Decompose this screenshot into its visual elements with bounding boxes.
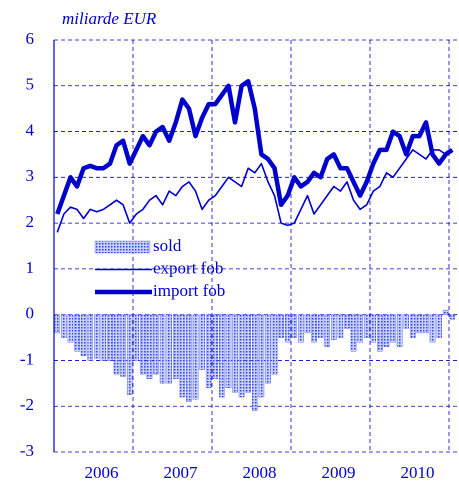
y-tick-label: 0 bbox=[26, 304, 35, 323]
bar bbox=[423, 314, 429, 334]
bar bbox=[278, 314, 284, 338]
bar bbox=[126, 314, 133, 395]
bar bbox=[304, 314, 311, 334]
bar bbox=[232, 314, 238, 393]
bar bbox=[54, 314, 61, 334]
y-tick-label: -3 bbox=[20, 441, 34, 460]
bar bbox=[449, 314, 456, 320]
x-tick-label: 2007 bbox=[164, 463, 199, 482]
y-tick-label: 3 bbox=[26, 166, 35, 185]
x-tick-label: 2006 bbox=[85, 463, 119, 482]
bar bbox=[363, 314, 370, 338]
bar bbox=[80, 314, 87, 357]
bar bbox=[284, 314, 291, 343]
bar bbox=[205, 314, 212, 389]
bar bbox=[245, 314, 251, 393]
y-tick-label: 2 bbox=[26, 212, 35, 231]
legend-label: import fob bbox=[153, 281, 225, 300]
bar bbox=[67, 314, 74, 343]
bar bbox=[120, 314, 126, 377]
bar bbox=[377, 314, 383, 352]
bar bbox=[61, 314, 67, 338]
bar bbox=[331, 314, 337, 340]
bar bbox=[153, 314, 159, 375]
x-tick-label: 2008 bbox=[243, 463, 277, 482]
bar bbox=[429, 314, 436, 343]
bar bbox=[107, 314, 113, 361]
x-tick-label: 2010 bbox=[401, 463, 435, 482]
bar bbox=[350, 314, 357, 352]
legend-label: sold bbox=[153, 236, 182, 255]
bar bbox=[390, 314, 396, 343]
bar bbox=[258, 314, 265, 398]
bar bbox=[140, 314, 146, 375]
bar bbox=[186, 314, 192, 402]
bar bbox=[133, 314, 140, 361]
bar bbox=[146, 314, 153, 379]
y-tick-label: 1 bbox=[26, 258, 35, 277]
bar bbox=[74, 314, 80, 352]
bar bbox=[383, 314, 390, 347]
y-tick-label: -2 bbox=[20, 395, 34, 414]
bar bbox=[416, 314, 423, 334]
bar bbox=[271, 314, 278, 375]
bar bbox=[311, 314, 317, 343]
bar bbox=[199, 314, 205, 370]
bar bbox=[410, 314, 416, 338]
chart-title: miliarde EUR bbox=[62, 9, 157, 28]
bar bbox=[219, 314, 225, 398]
bar bbox=[192, 314, 199, 400]
bar bbox=[403, 314, 409, 329]
bar bbox=[166, 314, 172, 384]
bar bbox=[179, 314, 186, 398]
bar bbox=[396, 314, 403, 347]
bar bbox=[436, 314, 442, 338]
bar bbox=[298, 314, 304, 343]
bar bbox=[370, 314, 377, 343]
line bbox=[55, 78, 454, 215]
bar bbox=[442, 309, 449, 315]
y-tick-label: 4 bbox=[26, 120, 35, 139]
line bbox=[56, 149, 453, 233]
bar bbox=[159, 314, 166, 384]
bar bbox=[317, 314, 324, 338]
bar bbox=[291, 314, 298, 338]
bar bbox=[252, 314, 258, 411]
y-tick-label: 6 bbox=[26, 29, 35, 48]
bar bbox=[344, 314, 350, 329]
x-tick-label: 2009 bbox=[322, 463, 356, 482]
legend-label: export fob bbox=[153, 258, 223, 277]
bar bbox=[337, 314, 344, 338]
y-tick-label: 5 bbox=[26, 75, 35, 94]
bar bbox=[113, 314, 120, 375]
bar bbox=[87, 314, 93, 361]
bar bbox=[238, 314, 245, 398]
bar bbox=[265, 314, 271, 384]
bar bbox=[324, 314, 330, 347]
bar bbox=[100, 314, 107, 361]
bar bbox=[225, 314, 232, 389]
bar bbox=[212, 314, 219, 379]
bar bbox=[173, 314, 179, 379]
legend-swatch bbox=[94, 240, 151, 254]
y-tick-label: -1 bbox=[20, 349, 34, 368]
bar bbox=[357, 314, 363, 343]
bar bbox=[94, 314, 100, 359]
